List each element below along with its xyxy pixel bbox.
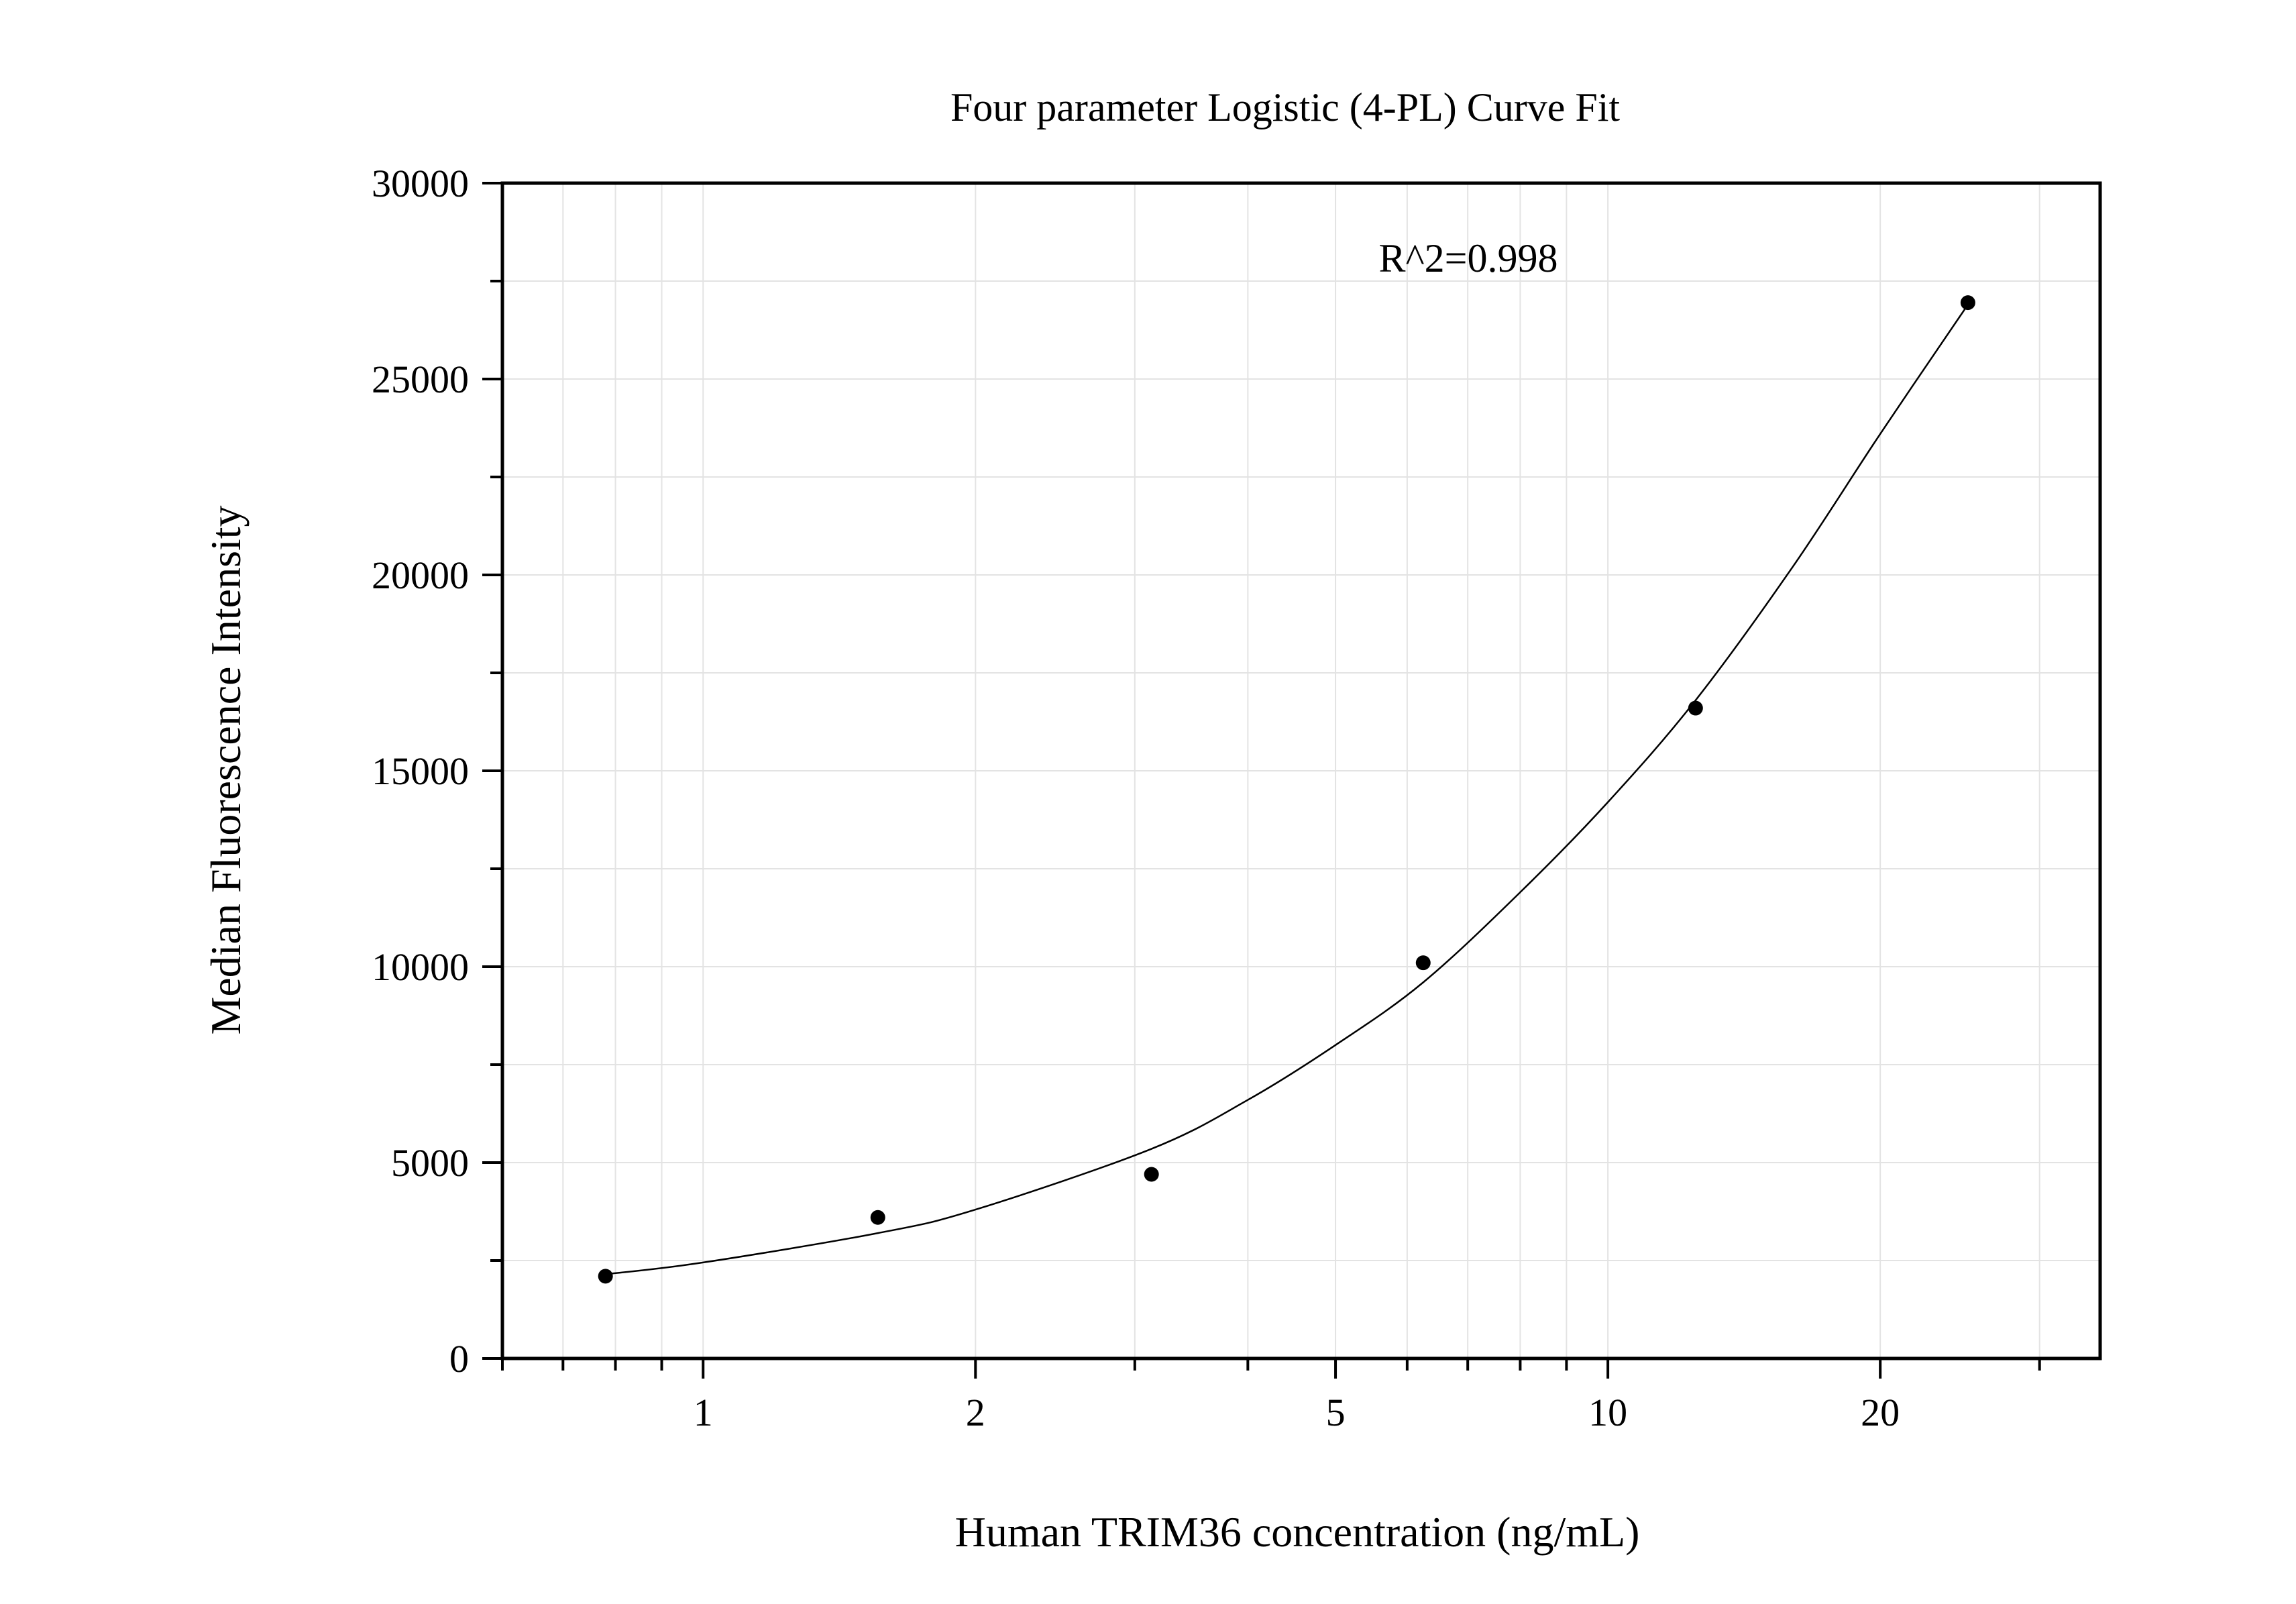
fit-curve-line [605,304,1969,1275]
y-tick-label: 5000 [391,1141,469,1185]
data-point [1960,295,1975,311]
y-tick-label: 25000 [372,358,469,401]
data-points-layer [598,295,1975,1284]
x-tick-label: 20 [1861,1391,1900,1434]
y-tick-label: 20000 [372,553,469,597]
y-tick-label: 0 [449,1337,469,1381]
grid-layer [502,183,2100,1358]
tick-layer [482,182,2041,1379]
data-point [598,1269,613,1284]
data-point [1144,1167,1159,1182]
x-axis-title: Human TRIM36 concentration (ng/mL) [955,1508,1640,1556]
data-point [1415,955,1431,971]
x-tick-label: 1 [694,1391,713,1434]
x-tick-label: 2 [966,1391,985,1434]
tick-label-layer: 1 2 5 10 20 0 5000 10000 15000 20000 25000 30000 [372,162,1900,1434]
x-tick-label: 5 [1326,1391,1346,1434]
y-tick-label: 30000 [372,162,469,205]
fit-curve-layer [605,304,1969,1275]
r-squared-annotation: R^2=0.998 [1378,236,1557,280]
x-tick-label: 10 [1588,1391,1627,1434]
y-axis-title: Median Fluorescence Intensity [202,505,250,1034]
data-point [870,1210,885,1225]
y-tick-label: 15000 [372,749,469,793]
y-tick-label: 10000 [372,945,469,989]
chart-title: Four parameter Logistic (4-PL) Curve Fit [950,85,1620,129]
data-point [1688,700,1703,716]
